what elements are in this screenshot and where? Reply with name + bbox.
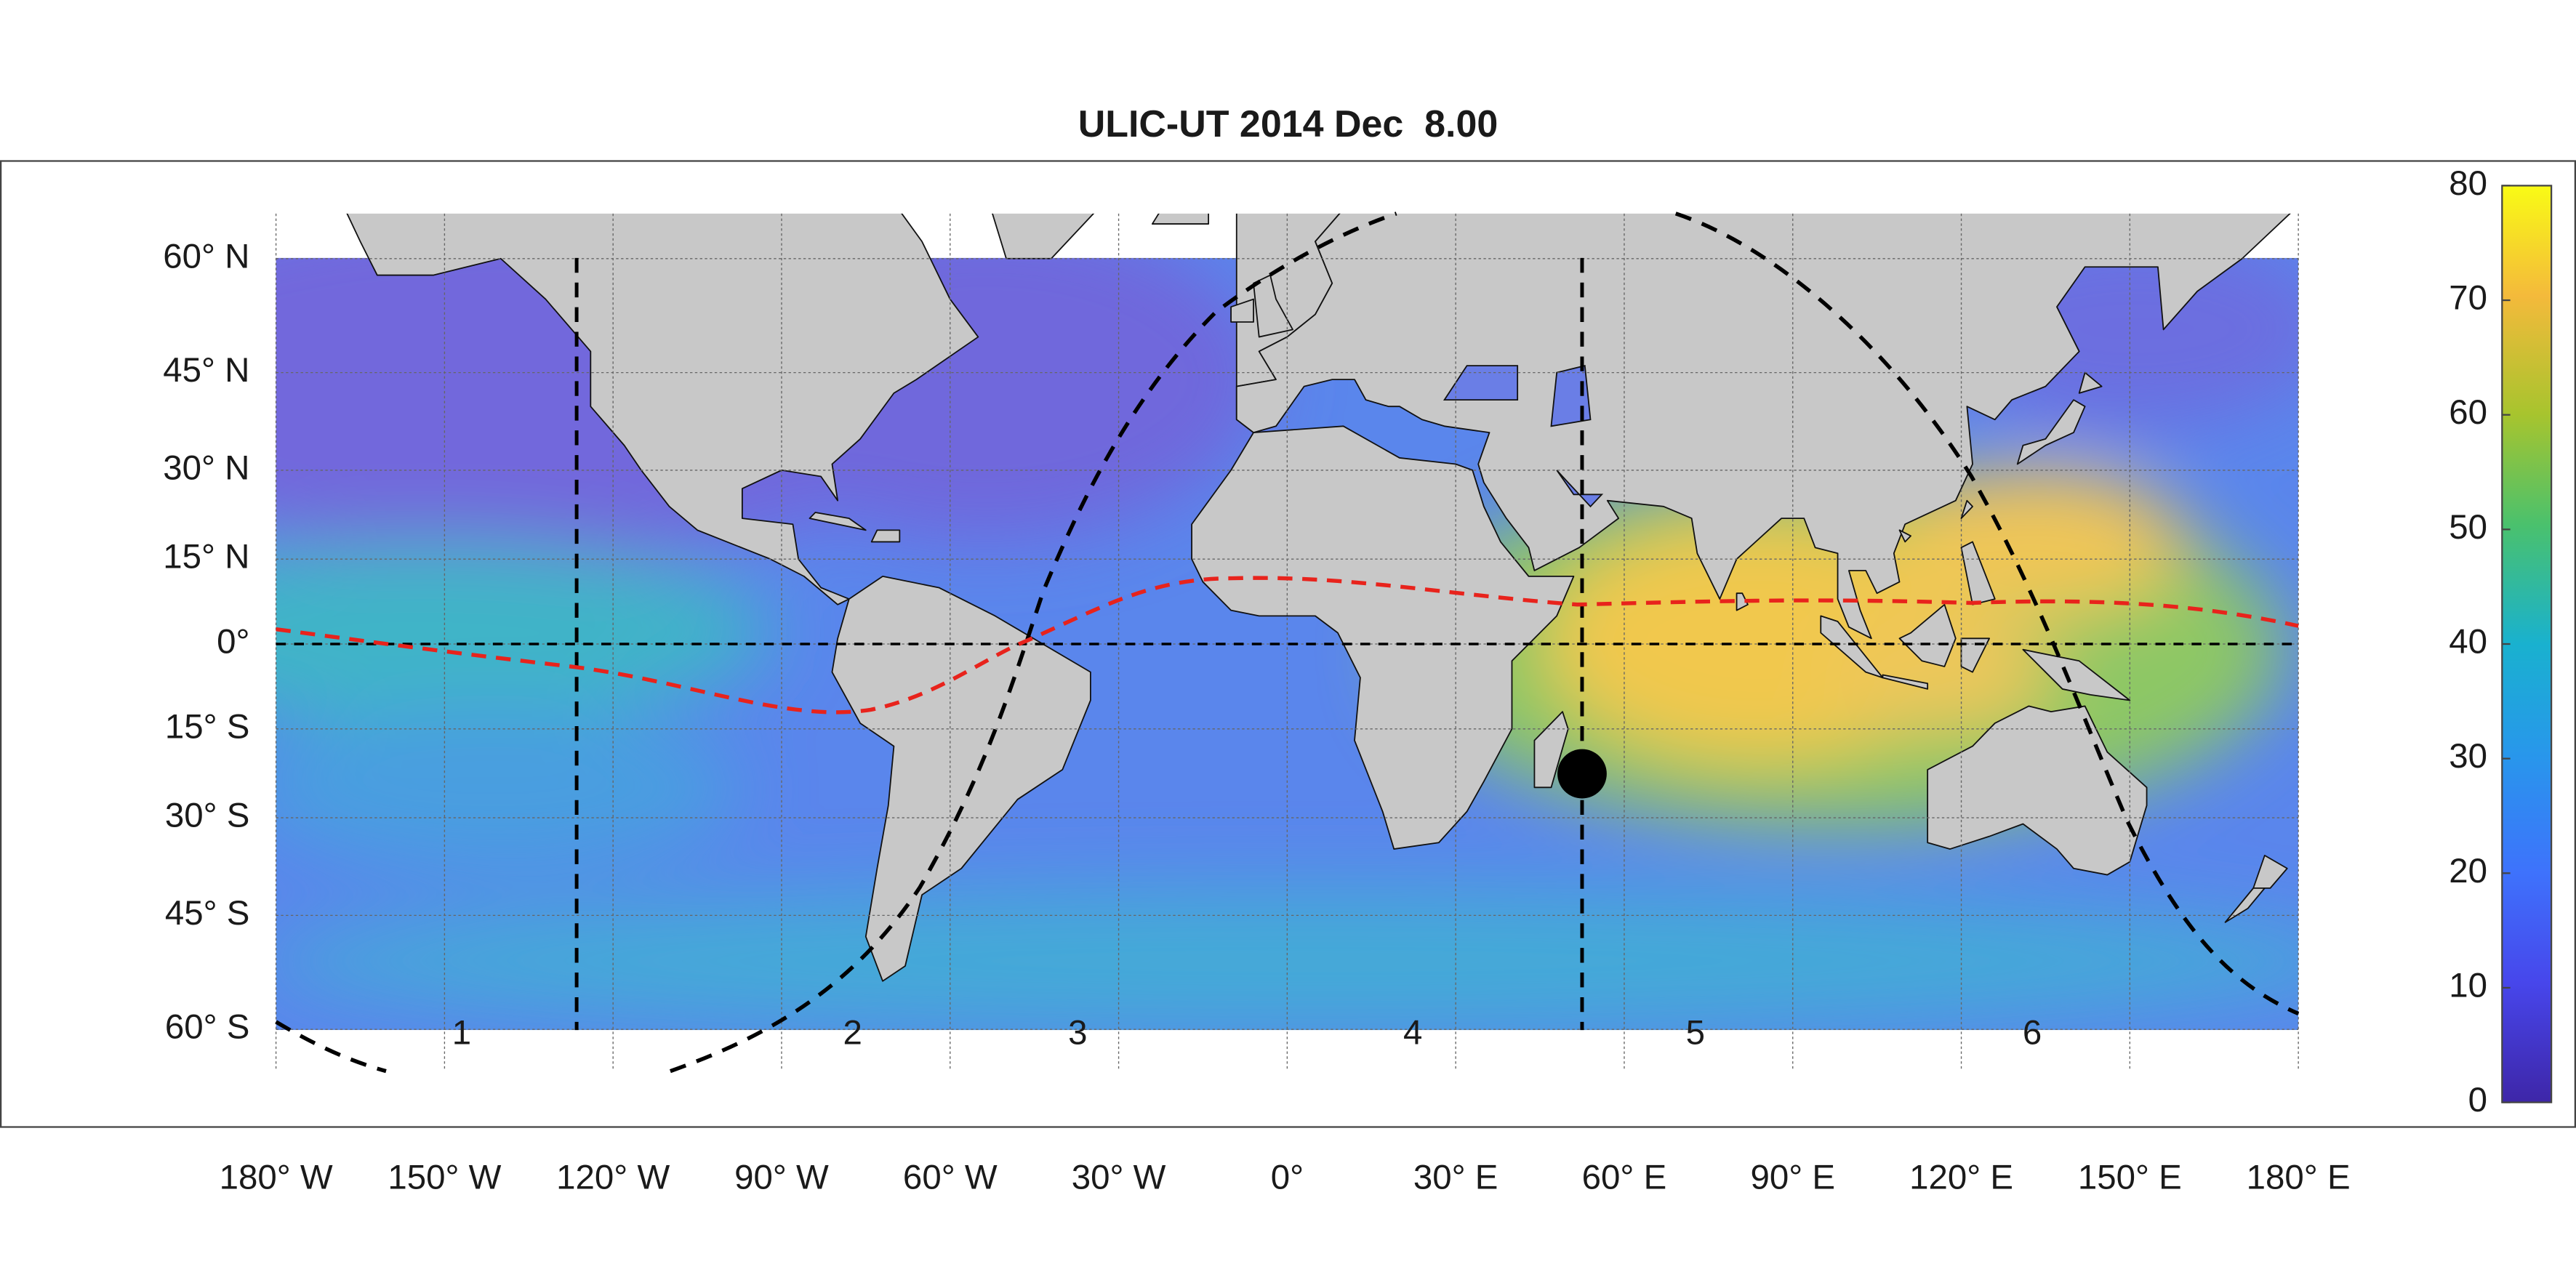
colorbar-tick-label: 50 xyxy=(2449,508,2487,547)
lat-tick-label: 45° S xyxy=(165,894,250,933)
region-label: 3 xyxy=(1068,1013,1087,1052)
landmass xyxy=(2224,887,2266,923)
magnetic-equator xyxy=(276,576,2299,715)
lon-tick-label: 180° E xyxy=(2247,1158,2351,1196)
lon-tick-label: 120° E xyxy=(1909,1158,2013,1196)
landmass xyxy=(1960,499,1973,519)
inland-sea xyxy=(1550,364,1592,427)
colorbar-tick-label: 70 xyxy=(2449,279,2487,318)
landmass xyxy=(870,529,901,543)
lon-tick-label: 0° xyxy=(1271,1158,1304,1196)
landmass xyxy=(346,213,979,605)
colorbar-tick-label: 60 xyxy=(2449,393,2487,432)
terminator xyxy=(275,1020,387,1074)
frame xyxy=(0,160,2576,1128)
lat-tick-label: 45° N xyxy=(163,351,249,390)
lat-tick-label: 15° N xyxy=(163,538,249,576)
terminator xyxy=(1674,212,2300,1016)
region-label: 6 xyxy=(2023,1013,2042,1052)
landmass xyxy=(831,575,1091,982)
lon-tick-label: 30° E xyxy=(1413,1158,1498,1196)
landmass xyxy=(1898,603,1957,667)
landmass xyxy=(1191,425,1575,850)
colorbar-tick-label: 80 xyxy=(2449,164,2487,203)
inland-sea xyxy=(1556,470,1604,508)
graticule xyxy=(275,213,2299,1071)
landmass xyxy=(1898,529,1912,543)
title: ULIC-UT 2014 Dec 8.00 xyxy=(1078,103,1498,145)
landmass xyxy=(2022,648,2131,701)
lat-tick-label: 0° xyxy=(217,623,249,661)
lat-tick-label: 60° N xyxy=(163,237,249,275)
colorbar-tick-label: 0 xyxy=(2468,1081,2487,1119)
lat-tick-label: 60° S xyxy=(165,1008,250,1047)
overlay xyxy=(275,212,2300,1074)
lat-tick-label: 15° S xyxy=(165,707,250,746)
colorbar-tick-label: 10 xyxy=(2449,966,2487,1005)
region-label: 4 xyxy=(1403,1013,1422,1052)
landmass xyxy=(1882,674,1929,690)
landmass xyxy=(2078,371,2103,394)
landmass xyxy=(1960,541,1996,605)
lat-tick-label: 30° N xyxy=(163,448,249,487)
lon-tick-label: 90° W xyxy=(734,1158,829,1196)
lon-tick-label: 180° W xyxy=(220,1158,333,1196)
station-dot xyxy=(1557,749,1607,799)
inland-sea xyxy=(1443,365,1519,401)
landmass xyxy=(2016,399,2086,465)
terminator xyxy=(669,212,1397,1074)
lon-tick-label: 30° W xyxy=(1072,1158,1166,1196)
landmass xyxy=(1927,705,2148,876)
landmass xyxy=(1253,274,1293,338)
landmass xyxy=(1736,592,1749,611)
landmass xyxy=(1820,615,1884,679)
region-label: 5 xyxy=(1686,1013,1705,1052)
landmass xyxy=(1151,213,1210,225)
colorbar-tick-label: 30 xyxy=(2449,737,2487,776)
landmass xyxy=(1533,711,1569,789)
landmass xyxy=(992,213,1095,259)
lon-tick-label: 150° E xyxy=(2078,1158,2182,1196)
colorbar-tick-label: 20 xyxy=(2449,852,2487,890)
landmass xyxy=(1230,298,1254,323)
lon-tick-label: 60° E xyxy=(1582,1158,1667,1196)
lat-tick-label: 30° S xyxy=(165,797,250,835)
landmass xyxy=(1235,213,2291,640)
land xyxy=(346,213,2291,982)
colorbar-tick-label: 40 xyxy=(2449,623,2487,661)
lon-tick-label: 150° W xyxy=(388,1158,501,1196)
landmass xyxy=(808,512,867,531)
lon-tick-label: 120° W xyxy=(556,1158,670,1196)
lon-tick-label: 90° E xyxy=(1750,1158,1835,1196)
lon-tick-label: 60° W xyxy=(903,1158,998,1196)
colorbar xyxy=(2501,185,2553,1103)
region-label: 2 xyxy=(843,1013,862,1052)
region-label: 1 xyxy=(452,1013,471,1052)
